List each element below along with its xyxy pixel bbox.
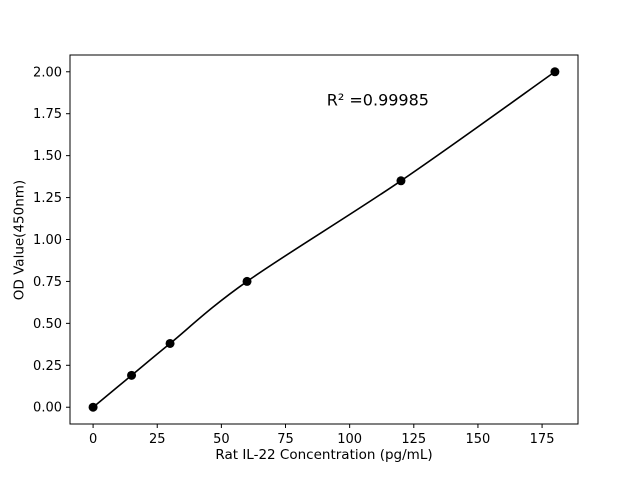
data-point-marker — [88, 402, 98, 412]
data-point-marker — [127, 370, 137, 380]
y-axis-label: OD Value(450nm) — [11, 179, 27, 301]
y-tick-label: 2.00 — [33, 65, 62, 80]
data-point-marker — [396, 176, 406, 186]
x-tick-label: 125 — [401, 432, 426, 447]
y-tick-label: 0.00 — [33, 401, 62, 416]
x-tick-label: 175 — [530, 432, 555, 447]
x-tick-label: 150 — [466, 432, 491, 447]
y-tick-label: 1.75 — [33, 107, 62, 122]
r-squared-annotation: R² =0.99985 — [326, 90, 429, 110]
y-tick-label: 0.75 — [33, 275, 62, 290]
y-tick-label: 0.50 — [33, 317, 62, 332]
y-tick-label: 1.00 — [33, 233, 62, 248]
data-point-marker — [550, 67, 560, 77]
y-tick-label: 1.25 — [33, 191, 62, 206]
x-axis-label: Rat IL-22 Concentration (pg/mL) — [215, 447, 433, 463]
y-tick-label: 0.25 — [33, 359, 62, 374]
x-tick-label: 75 — [277, 432, 294, 447]
y-tick-label: 1.50 — [33, 149, 62, 164]
fit-curve-line — [92, 71, 556, 408]
x-tick-label: 25 — [149, 432, 166, 447]
data-point-marker — [242, 276, 252, 286]
x-tick-label: 50 — [213, 432, 230, 447]
x-tick-label: 100 — [337, 432, 362, 447]
x-tick-label: 0 — [89, 432, 97, 447]
data-point-marker — [165, 338, 175, 348]
